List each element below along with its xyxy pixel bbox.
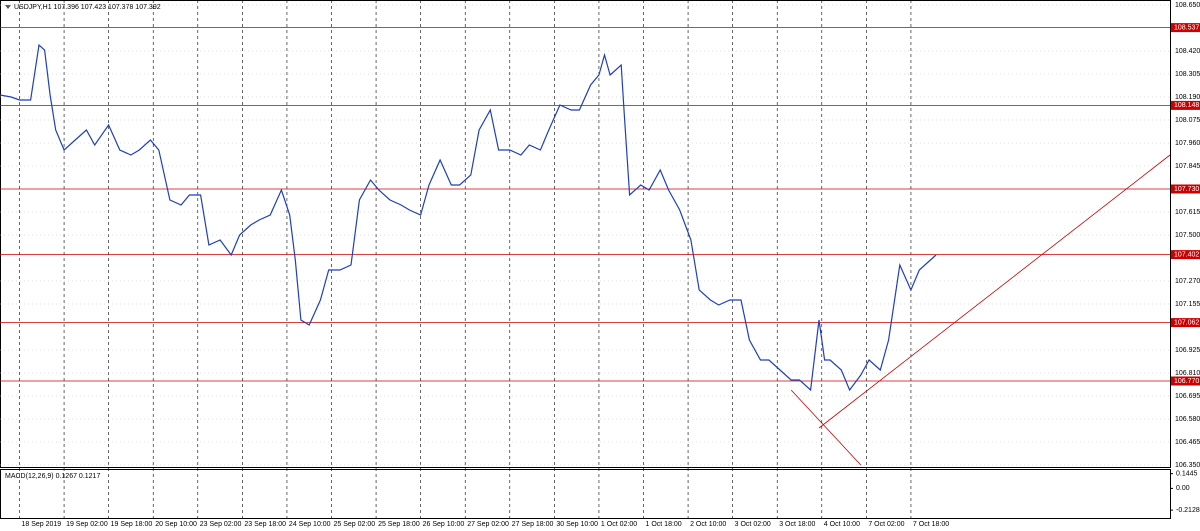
x-tick-label: 23 Sep 18:00 [244, 521, 286, 528]
main-frame [0, 0, 1171, 468]
y-tick-label: 106.465 [1175, 439, 1200, 446]
macd-tick-label: 0.1445 [1176, 470, 1198, 477]
x-tick-label: 26 Sep 10:00 [423, 521, 465, 528]
y-tick-label: 108.305 [1175, 71, 1200, 78]
level-label-box [1171, 184, 1200, 194]
level-label-box [1171, 23, 1200, 33]
x-tick-label: 4 Oct 10:00 [824, 521, 860, 528]
level-label-box [1171, 376, 1200, 386]
x-tick-label: 3 Oct 02:00 [735, 521, 771, 528]
x-tick-label: 20 Sep 10:00 [155, 521, 197, 528]
macd-tick-label: -0.2128 [1176, 507, 1200, 514]
y-tick-label: 108.650 [1175, 2, 1200, 9]
macd-frame [0, 469, 1171, 519]
trendline [790, 389, 862, 466]
y-tick-label: 108.075 [1175, 117, 1200, 124]
level-label: 107.062 [1174, 319, 1199, 326]
x-tick-label: 19 Sep 18:00 [111, 521, 153, 528]
level-label: 107.402 [1174, 251, 1199, 258]
macd-tick-label: 0.00 [1176, 485, 1190, 492]
y-tick-label: 107.500 [1175, 232, 1200, 239]
chart-title: USDJPY,H1 107.396 107.423 107.378 107.39… [14, 4, 161, 11]
x-tick-label: 2 Oct 10:00 [690, 521, 726, 528]
level-label: 106.770 [1174, 378, 1199, 385]
y-tick-label: 107.960 [1175, 140, 1200, 147]
y-tick-label: 107.270 [1175, 278, 1200, 285]
x-tick-label: 3 Oct 18:00 [779, 521, 815, 528]
x-tick-label: 25 Sep 02:00 [334, 521, 376, 528]
symbol-icon [5, 5, 11, 9]
macd-title: MACD(12,26,9) 0.1267 0.1217 [5, 473, 100, 480]
y-tick-label: 107.155 [1175, 301, 1200, 308]
x-tick-label: 23 Sep 02:00 [200, 521, 242, 528]
y-tick-label: 106.925 [1175, 347, 1200, 354]
x-tick-label: 1 Oct 02:00 [601, 521, 637, 528]
level-label: 108.148 [1174, 102, 1199, 109]
x-tick-label: 27 Sep 02:00 [467, 521, 509, 528]
level-label: 107.730 [1174, 186, 1199, 193]
x-tick-label: 24 Sep 10:00 [289, 521, 331, 528]
level-label-box [1171, 250, 1200, 260]
level-label-box [1171, 318, 1200, 328]
x-tick-label: 27 Sep 18:00 [512, 521, 554, 528]
y-tick-label: 107.845 [1175, 163, 1200, 170]
level-label: 108.537 [1174, 24, 1199, 31]
y-tick-label: 106.695 [1175, 393, 1200, 400]
x-tick-label: 1 Oct 18:00 [646, 521, 682, 528]
trendline [818, 154, 1171, 429]
y-tick-label: 106.810 [1175, 370, 1200, 377]
x-tick-label: 30 Sep 10:00 [556, 521, 598, 528]
price-line [0, 43, 937, 392]
x-tick-label: 18 Sep 2019 [22, 521, 62, 528]
x-tick-label: 19 Sep 02:00 [66, 521, 108, 528]
y-tick-label: 108.190 [1175, 94, 1200, 101]
x-tick-label: 7 Oct 18:00 [913, 521, 949, 528]
x-tick-label: 7 Oct 02:00 [868, 521, 904, 528]
y-tick-label: 108.420 [1175, 48, 1200, 55]
level-label-box [1171, 100, 1200, 110]
y-tick-label: 107.615 [1175, 209, 1200, 216]
y-tick-label: 106.350 [1175, 462, 1200, 469]
x-tick-label: 25 Sep 18:00 [378, 521, 420, 528]
y-tick-label: 106.580 [1175, 416, 1200, 423]
